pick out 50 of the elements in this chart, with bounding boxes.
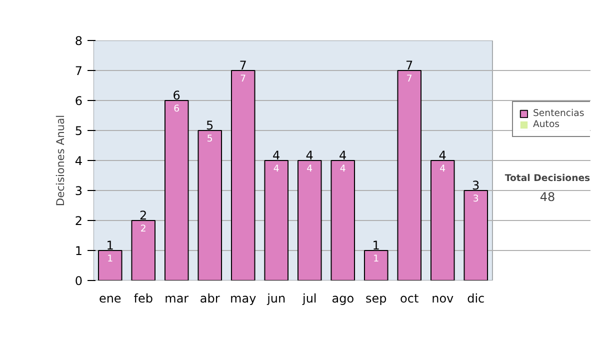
legend-label: Sentencias (533, 108, 584, 119)
total-label: 4 (272, 148, 280, 162)
y-tick-label: 5 (74, 124, 83, 138)
x-tick-label: ene (98, 292, 122, 306)
x-tick-label: oct (400, 292, 419, 306)
y-tick-label: 6 (74, 94, 83, 108)
total-label: 6 (172, 88, 180, 102)
total-label: 7 (406, 58, 414, 72)
x-tick-label: abr (200, 292, 220, 306)
data-label: 7 (406, 74, 412, 84)
x-tick-label: ago (332, 292, 354, 306)
x-tick-label: jun (266, 292, 286, 306)
total-label: 5 (206, 118, 214, 132)
y-tick-label: 0 (74, 274, 83, 288)
y-tick-label: 1 (74, 244, 83, 258)
data-label: 4 (340, 164, 346, 174)
y-tick-label: 4 (74, 154, 83, 168)
text: 48 (540, 190, 556, 204)
total-label: 3 (472, 178, 480, 192)
data-label: 4 (306, 164, 313, 174)
data-label: 4 (440, 164, 446, 174)
y-tick-label: 7 (74, 64, 83, 78)
x-tick-label: may (230, 292, 256, 306)
data-label: 2 (140, 224, 146, 234)
y-tick-label: 8 (74, 34, 83, 48)
data-label: 4 (273, 164, 280, 174)
x-tick-label: nov (432, 292, 454, 306)
data-label: 1 (373, 254, 380, 264)
total-label: 4 (339, 148, 347, 162)
data-label: 1 (107, 254, 114, 264)
x-tick-label: dic (467, 292, 485, 306)
x-tick-label: sep (366, 292, 387, 306)
data-label: 5 (206, 134, 213, 144)
total-label: 4 (306, 148, 314, 162)
total-label: 7 (239, 58, 247, 72)
data-label: 6 (174, 104, 180, 114)
y-tick-label: 2 (74, 214, 83, 228)
total-label: 1 (372, 238, 380, 252)
x-tick-label: feb (134, 292, 153, 306)
data-label: 7 (240, 74, 246, 84)
text: Total Decisiones (504, 173, 591, 184)
total-label: 4 (438, 148, 446, 162)
x-tick-label: mar (164, 292, 189, 306)
total-label: 2 (140, 208, 148, 222)
data-label: 3 (472, 194, 479, 204)
y-axis-title: Decisiones Anual (54, 114, 67, 206)
x-tick-label: jul (301, 292, 317, 306)
legend-label: Autos (533, 119, 560, 130)
y-tick-label: 3 (74, 184, 83, 198)
total-label: 1 (106, 238, 114, 252)
